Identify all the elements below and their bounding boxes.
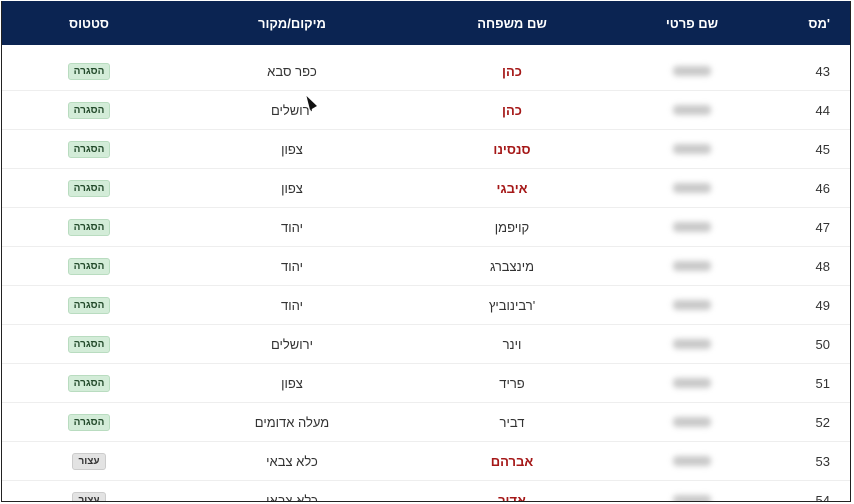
row-num: 53 <box>815 453 830 469</box>
location: צפון <box>281 141 303 157</box>
row-num: 44 <box>815 102 830 118</box>
table-row[interactable]: 47 קויפמן יהוד הסגרה <box>2 208 850 247</box>
first-name-redacted <box>602 247 782 285</box>
row-num: 51 <box>815 375 830 391</box>
last-name: כהן <box>502 102 522 118</box>
location: ירושלים <box>270 336 313 352</box>
last-name: איבגי <box>496 180 528 196</box>
location: יהוד <box>281 297 303 313</box>
first-name-redacted <box>602 325 782 363</box>
table-row[interactable]: 44 כהן ירושלים הסגרה <box>2 91 850 130</box>
first-name-redacted <box>602 364 782 402</box>
location: צפון <box>281 180 303 196</box>
location: ירושלים <box>270 102 313 118</box>
first-name-redacted <box>602 403 782 441</box>
header-first-name[interactable]: שם פרטי <box>665 15 719 31</box>
table-row[interactable]: 51 פריד צפון הסגרה <box>2 364 850 403</box>
row-num: 45 <box>815 141 830 157</box>
row-num: 43 <box>815 63 830 79</box>
last-name: דביר <box>499 414 525 430</box>
first-name-redacted <box>602 169 782 207</box>
first-name-redacted <box>602 286 782 324</box>
last-name: מינצברג <box>489 258 535 274</box>
row-num: 52 <box>815 414 830 430</box>
last-name: פריד <box>499 375 525 391</box>
location: יהוד <box>281 258 303 274</box>
first-name-redacted <box>602 208 782 246</box>
first-name-redacted <box>602 481 782 501</box>
table-row[interactable]: 46 איבגי צפון הסגרה <box>2 169 850 208</box>
status-badge: הסגרה <box>67 257 111 275</box>
status-badge: הסגרה <box>67 335 111 353</box>
last-name: וינר <box>502 336 522 352</box>
last-name: כהן <box>502 63 522 79</box>
status-badge: הסגרה <box>67 296 111 314</box>
table-header: מס' שם פרטי שם משפחה מיקום/מקור סטטוס <box>2 1 850 45</box>
row-num: 46 <box>815 180 830 196</box>
row-num: 49 <box>815 297 830 313</box>
location: כלא צבאי <box>266 492 318 502</box>
header-status[interactable]: סטטוס <box>69 15 109 31</box>
header-last-name[interactable]: שם משפחה <box>477 15 547 31</box>
row-num: 54 <box>815 492 830 502</box>
row-num: 50 <box>815 336 830 352</box>
status-badge: הסגרה <box>67 62 111 80</box>
header-num[interactable]: מס' <box>808 15 830 31</box>
row-num: 48 <box>815 258 830 274</box>
table-row[interactable]: 53 אברהם כלא צבאי עצור <box>2 442 850 481</box>
first-name-redacted <box>602 52 782 90</box>
last-name: אברהם <box>490 453 534 469</box>
table-row[interactable]: 45 סנסינו צפון הסגרה <box>2 130 850 169</box>
table-row[interactable]: 52 דביר מעלה אדומים הסגרה <box>2 403 850 442</box>
last-name: קויפמן <box>494 219 530 235</box>
location: צפון <box>281 375 303 391</box>
table-row[interactable]: 50 וינר ירושלים הסגרה <box>2 325 850 364</box>
first-name-redacted <box>602 130 782 168</box>
table-row[interactable]: 48 מינצברג יהוד הסגרה <box>2 247 850 286</box>
first-name-redacted <box>602 442 782 480</box>
status-badge: הסגרה <box>67 413 111 431</box>
status-badge: הסגרה <box>67 179 111 197</box>
status-badge: הסגרה <box>67 140 111 158</box>
row-num: 47 <box>815 219 830 235</box>
table-row[interactable]: 43 כהן כפר סבא הסגרה <box>2 52 850 91</box>
table-row[interactable]: 54 אדיר כלא צבאי עצור <box>2 481 850 502</box>
status-badge: הסגרה <box>67 101 111 119</box>
last-name: רבינוביץ' <box>488 297 536 313</box>
location: כפר סבא <box>267 63 317 79</box>
location: כלא צבאי <box>266 453 318 469</box>
table-body: 43 כהן כפר סבא הסגרה 44 כהן ירושלים הסגרה… <box>2 52 850 502</box>
status-badge: הסגרה <box>67 374 111 392</box>
last-name: סנסינו <box>493 141 531 157</box>
header-location[interactable]: מיקום/מקור <box>258 15 326 31</box>
status-badge: עצור <box>72 491 106 501</box>
location: יהוד <box>281 219 303 235</box>
last-name: אדיר <box>498 492 526 502</box>
status-badge: הסגרה <box>67 218 111 236</box>
first-name-redacted <box>602 91 782 129</box>
status-badge: עצור <box>72 452 106 470</box>
table-row[interactable]: 49 רבינוביץ' יהוד הסגרה <box>2 286 850 325</box>
location: מעלה אדומים <box>254 414 330 430</box>
